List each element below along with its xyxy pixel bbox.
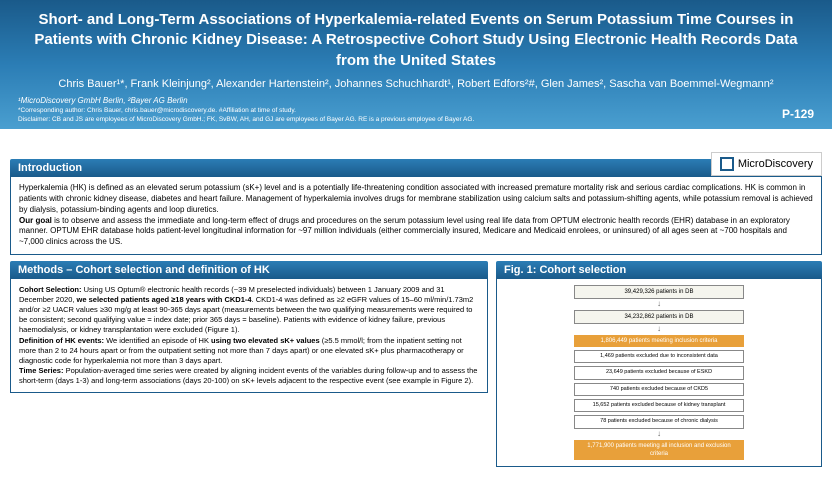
introduction-section: Introduction Hyperkalemia (HK) is define…: [10, 159, 822, 255]
flow-node-ex4: 15,652 patients excluded because of kidn…: [574, 399, 744, 412]
microdiscovery-logo: MicroDiscovery: [711, 152, 822, 176]
flow-node-inclusion: 1,806,449 patients meeting inclusion cri…: [574, 335, 744, 347]
flow-node-ex2: 23,649 patients excluded because of ESKD: [574, 366, 744, 379]
logo-text: MicroDiscovery: [738, 158, 813, 170]
corresponding-note: *Corresponding author: Chris Bauer, chri…: [18, 107, 814, 114]
methods-heading: Methods – Cohort selection and definitio…: [10, 261, 488, 279]
hkdef-t1: We identified an episode of HK: [104, 336, 211, 345]
intro-heading: Introduction: [10, 159, 822, 177]
poster-root: Short- and Long-Term Associations of Hyp…: [0, 0, 832, 500]
poster-title: Short- and Long-Term Associations of Hyp…: [18, 10, 814, 71]
flow-node-ex5: 78 patients excluded because of chronic …: [574, 415, 744, 428]
fig1-heading: Fig. 1: Cohort selection: [496, 261, 822, 279]
arrow-icon: ↓: [657, 327, 661, 332]
intro-goal-text: is to observe and assess the immediate a…: [19, 216, 790, 247]
poster-header: Short- and Long-Term Associations of Hyp…: [0, 0, 832, 129]
flow-node-ex3: 740 patients excluded because of CKD5: [574, 383, 744, 396]
methods-row: Methods – Cohort selection and definitio…: [10, 261, 822, 467]
cohort-t2: we selected patients aged ≥18 years with…: [77, 295, 252, 304]
methods-body: Cohort Selection: Using US Optum® electr…: [10, 279, 488, 393]
hkdef-label: Definition of HK events:: [19, 336, 104, 345]
logo-icon: [720, 157, 734, 171]
affiliations: ¹MicroDiscovery GmbH Berlin, ²Bayer AG B…: [18, 96, 814, 105]
flow-node-db2: 34,232,862 patients in DB: [574, 310, 744, 324]
poster-number: P-129: [782, 107, 814, 121]
hkdef-t2: using two elevated sK+ values: [211, 336, 320, 345]
intro-body: Hyperkalemia (HK) is defined as an eleva…: [10, 177, 822, 255]
arrow-icon: ↓: [657, 302, 661, 307]
intro-p1: Hyperkalemia (HK) is defined as an eleva…: [19, 183, 813, 214]
figure1-column: Fig. 1: Cohort selection 39,429,326 pati…: [496, 261, 822, 467]
arrow-icon: ↓: [657, 432, 661, 437]
methods-column: Methods – Cohort selection and definitio…: [10, 261, 488, 467]
ts-label: Time Series:: [19, 366, 63, 375]
fig1-body: 39,429,326 patients in DB ↓ 34,232,862 p…: [496, 279, 822, 467]
author-list: Chris Bauer¹*, Frank Kleinjung², Alexand…: [18, 77, 814, 92]
flow-node-final: 1,771,900 patients meeting all inclusion…: [574, 440, 744, 460]
intro-goal-label: Our goal: [19, 216, 52, 225]
flow-node-ex1: 1,469 patients excluded due to inconsist…: [574, 350, 744, 363]
cohort-label: Cohort Selection:: [19, 285, 82, 294]
cohort-flowchart: 39,429,326 patients in DB ↓ 34,232,862 p…: [505, 285, 813, 460]
ts-text: Population-averaged time series were cre…: [19, 366, 477, 385]
disclaimer-note: Disclaimer: CB and JS are employees of M…: [18, 116, 814, 123]
flow-node-db1: 39,429,326 patients in DB: [574, 285, 744, 299]
